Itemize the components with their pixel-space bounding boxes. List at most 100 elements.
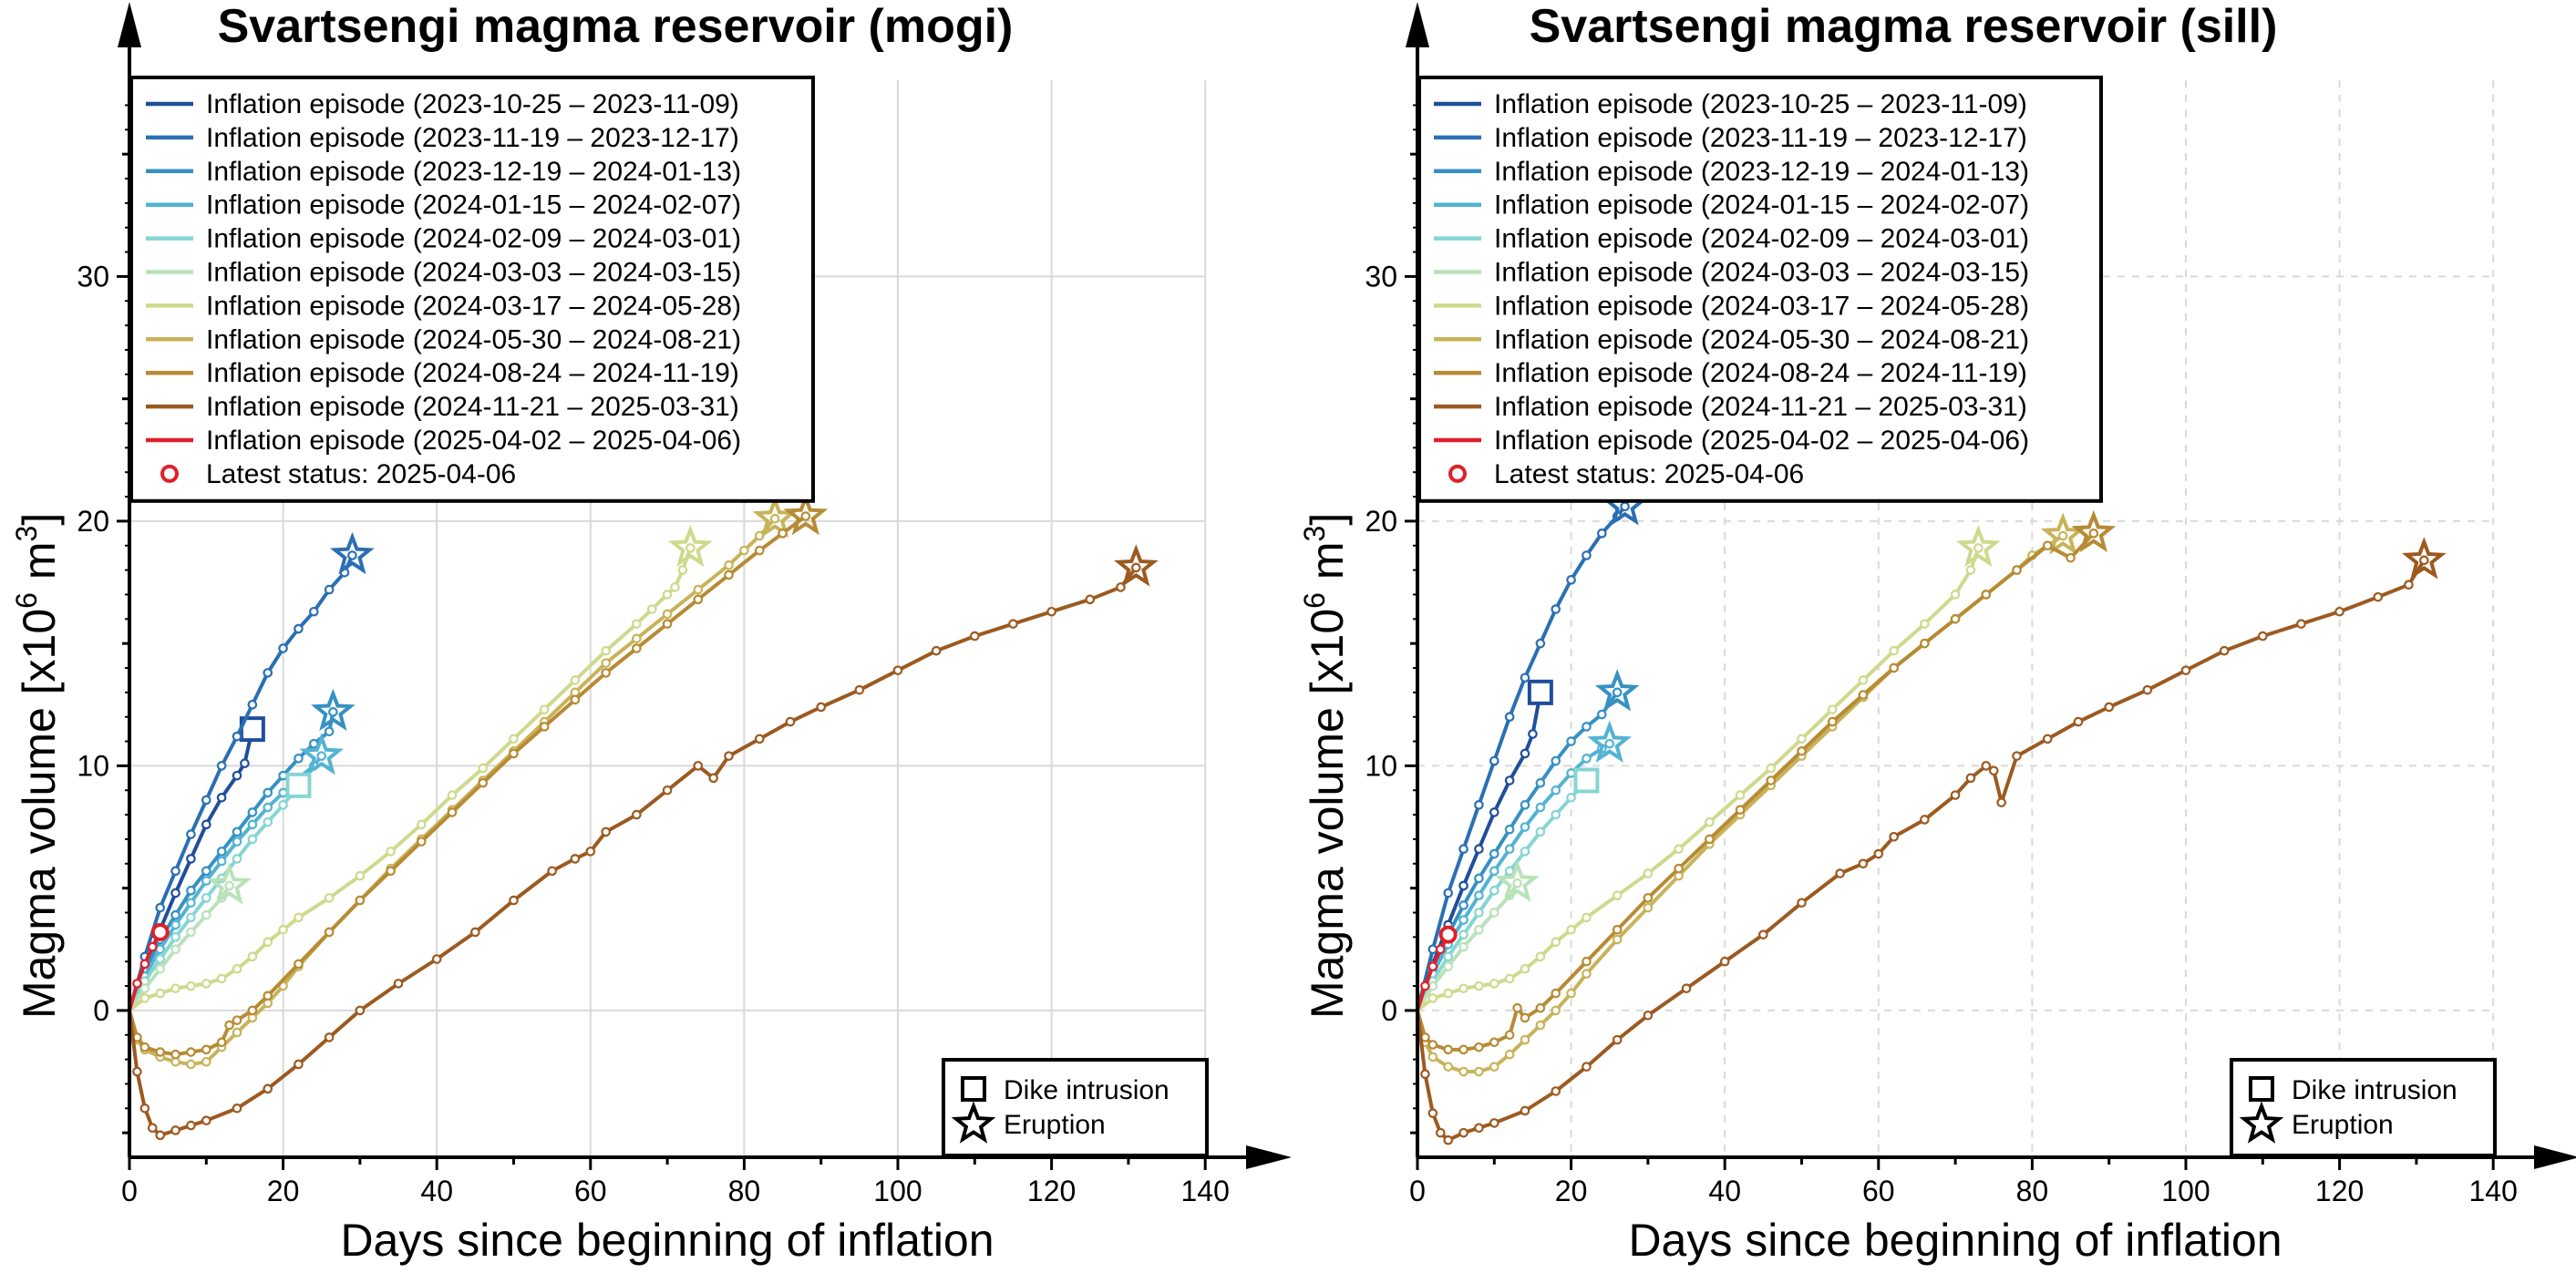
data-point <box>417 837 427 847</box>
data-point <box>309 606 319 617</box>
data-point <box>1551 1005 1561 1016</box>
data-point <box>2073 716 2084 727</box>
event-legend-eruption-label: Eruption <box>2292 1110 2394 1140</box>
data-point <box>2404 580 2414 590</box>
legend-label-latest: Latest status: 2025-04-06 <box>206 459 516 489</box>
data-point <box>324 1032 335 1042</box>
data-point <box>662 619 673 629</box>
data-point <box>1427 1108 1438 1118</box>
data-point <box>324 726 335 737</box>
series-line <box>129 554 355 1011</box>
data-point <box>216 856 227 867</box>
y-tick-label: 20 <box>77 505 109 538</box>
data-point <box>632 633 642 644</box>
data-point <box>2042 540 2053 551</box>
data-point <box>1474 800 1484 810</box>
data-point <box>1474 1123 1484 1134</box>
data-point <box>1674 844 1684 854</box>
data-point <box>232 1027 242 1038</box>
data-point <box>201 1115 211 1126</box>
data-point <box>1797 898 1807 909</box>
panel-sill: 0 20 40 60 80 100 120 140 0 10 20 30 Svartsengi magm… <box>1298 0 2576 1266</box>
eruption-marker <box>311 688 355 732</box>
data-point <box>2142 684 2153 695</box>
data-point <box>247 834 258 845</box>
data-point <box>970 631 980 642</box>
legend-item: Inflation episode (2024-03-17 – 2024-05-… <box>1434 291 2029 321</box>
y-axis-arrow <box>118 2 141 47</box>
star-icon <box>2239 1101 2284 1144</box>
data-point <box>1512 878 1522 888</box>
data-point <box>263 668 273 678</box>
legend-item-latest: Latest status: 2025-04-06 <box>1448 459 1804 489</box>
data-point <box>1458 983 1468 994</box>
legend-label: Inflation episode (2024-05-30 – 2024-08-… <box>206 324 741 354</box>
data-point <box>1535 638 1546 649</box>
data-point <box>724 560 734 570</box>
data-point <box>263 787 273 798</box>
y-tick-label: 30 <box>1365 260 1397 293</box>
data-point <box>1458 1066 1468 1077</box>
x-tick-label: 140 <box>2469 1175 2518 1207</box>
data-point <box>155 902 166 913</box>
legend-label-latest: Latest status: 2025-04-06 <box>1494 459 1804 489</box>
dike-marker <box>1527 679 1553 705</box>
data-point <box>1504 712 1515 722</box>
legend-label: Inflation episode (2024-08-24 – 2024-11-… <box>206 358 739 388</box>
legend-label: Inflation episode (2024-01-15 – 2024-02-… <box>1494 190 2029 221</box>
data-point <box>478 763 489 774</box>
data-point <box>201 795 211 806</box>
data-point <box>2419 555 2429 566</box>
data-point <box>247 699 258 710</box>
legend-box <box>129 76 815 503</box>
data-point <box>2042 734 2053 744</box>
data-point <box>155 954 166 964</box>
data-point <box>170 944 180 955</box>
data-point <box>2296 619 2306 629</box>
data-point <box>1758 929 1768 939</box>
legend-label: Inflation episode (2025-04-02 – 2025-04-… <box>1494 426 2029 456</box>
y-axis-label: Magma volume [x106 m3] <box>1298 513 1353 1019</box>
data-point <box>1950 590 1961 600</box>
data-point <box>1582 956 1592 967</box>
data-point <box>470 927 480 938</box>
data-point <box>785 716 796 727</box>
data-point <box>539 704 550 714</box>
data-point <box>1566 575 1576 585</box>
data-point <box>201 1056 211 1067</box>
data-point <box>677 565 688 575</box>
data-point <box>601 826 611 837</box>
data-point <box>170 1049 180 1060</box>
data-point <box>1858 858 1869 869</box>
legend-label: Inflation episode (2024-11-21 – 2025-03-… <box>1494 392 2027 422</box>
data-point <box>155 963 166 974</box>
data-point <box>1996 797 2006 807</box>
data-point <box>1520 672 1530 683</box>
data-point <box>247 807 258 817</box>
data-point <box>685 543 696 553</box>
event-legend: Dike intrusion Eruption <box>942 1058 1209 1157</box>
y-tick-label: 0 <box>93 994 109 1027</box>
data-point <box>1950 790 1961 800</box>
data-point <box>431 954 442 964</box>
data-point <box>1504 973 1515 984</box>
legend-label: Inflation episode (2024-02-09 – 2024-03-… <box>1494 224 2029 254</box>
data-point <box>1582 912 1592 923</box>
data-point <box>632 619 642 629</box>
data-point <box>693 594 704 605</box>
legend: Inflation episode (2023-10-25 – 2023-11-… <box>129 76 815 503</box>
data-point <box>201 979 211 989</box>
event-legend-eruption-label: Eruption <box>1004 1110 1106 1140</box>
x-tick-label: 80 <box>728 1175 761 1207</box>
y-axis-arrow <box>1406 2 1429 47</box>
data-point <box>1858 690 1869 700</box>
legend-label: Inflation episode (2023-11-19 – 2023-12-… <box>1494 123 2027 153</box>
event-legend-box <box>2230 1058 2497 1157</box>
legend-item: Inflation episode (2024-03-17 – 2024-05-… <box>146 291 741 321</box>
x-tick-label: 20 <box>267 1175 300 1207</box>
data-point <box>1674 863 1684 874</box>
series-line <box>129 547 693 1012</box>
legend-item: Inflation episode (2024-03-03 – 2024-03-… <box>1434 258 2029 288</box>
x-tick-label: 0 <box>121 1175 138 1207</box>
data-point <box>1735 790 1746 800</box>
